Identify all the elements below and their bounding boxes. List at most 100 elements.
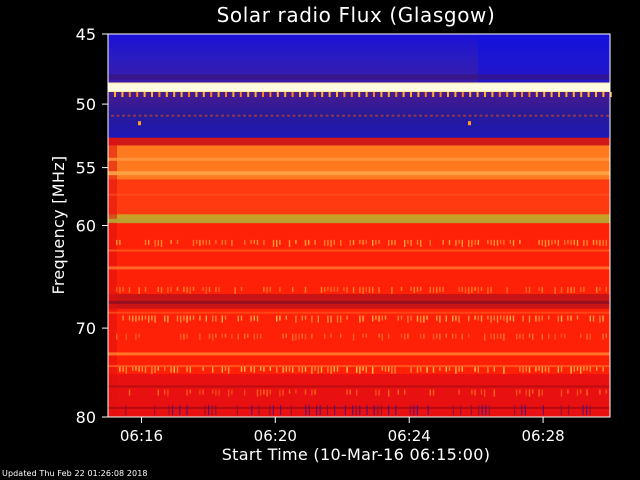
spectrogram-texture-dot [512, 114, 516, 117]
spectrogram-texture-speckle [378, 333, 380, 338]
spectrogram-texture-speckle [132, 366, 134, 371]
spectrogram-texture-dot [303, 114, 307, 117]
spectrogram-texture-dot [419, 114, 422, 117]
spectrogram-texture-speckle [375, 315, 377, 320]
spectrogram-texture-speckle [327, 366, 329, 373]
spectrogram-texture-speckle [404, 389, 406, 395]
spectrogram-texture-speckle [407, 239, 409, 244]
spectrogram-texture-speckle [436, 333, 438, 339]
spectrogram-texture-speckle [576, 389, 579, 396]
frequency-bands [108, 34, 610, 417]
spectrogram-texture-speckle [154, 366, 156, 373]
spectrogram-texture-dot [408, 114, 411, 117]
spectrogram-texture-tick [305, 405, 307, 415]
spectrogram-texture-tick [316, 405, 318, 415]
spectrogram-texture-speckle [205, 239, 207, 245]
spectrogram-texture-speckle [368, 286, 371, 293]
spectrogram-texture-speckle [144, 366, 147, 373]
spectrogram-texture-speckle [330, 333, 332, 338]
spectrogram-texture-line [108, 171, 610, 176]
spectrogram-texture-speckle [490, 286, 492, 293]
spectrogram-texture-speckle [301, 315, 303, 321]
spectrogram-texture-dot [413, 114, 417, 117]
spectrogram-texture-speckle [461, 333, 463, 340]
spectrogram-texture-speckle [500, 239, 502, 244]
spectrogram-texture-spike [461, 92, 464, 97]
spectrogram-texture-speckle [215, 389, 217, 396]
spectrogram-texture-line [108, 249, 610, 252]
spectrogram-texture-dot [292, 114, 296, 117]
spectrogram-texture-tick [172, 405, 174, 415]
spectrogram-texture-tick [586, 405, 588, 415]
spectrogram-texture-speckle [375, 389, 377, 396]
spectrogram-texture-speckle [413, 286, 415, 293]
spectrogram-texture-tick [514, 405, 516, 415]
spectrogram-texture-speckle [567, 315, 569, 321]
spectrogram-texture-speckle [484, 389, 486, 397]
spectrogram-texture-speckle [589, 315, 591, 322]
spectrogram-texture-speckle [570, 286, 572, 293]
spectrogram-texture-speckle [455, 333, 457, 339]
spectrogram-texture-speckle [285, 315, 287, 320]
spectrogram-texture-speckle [525, 389, 527, 396]
spectrogram-texture-spike [232, 92, 235, 97]
spectrogram-texture-dot [573, 114, 576, 117]
spectrogram-texture-speckle [570, 366, 572, 374]
spectrogram-texture-speckle [311, 366, 313, 374]
spectrogram-texture-speckle [285, 333, 287, 338]
spectrogram-texture-dot [435, 114, 439, 117]
x-axis-label: Start Time (10-Mar-16 06:15:00) [222, 445, 491, 464]
spectrogram-texture-speckle [426, 315, 428, 320]
spectrogram-texture-dot [221, 114, 224, 117]
spectrogram-texture-tick [319, 405, 321, 415]
spectrogram-texture-tick [154, 405, 156, 415]
spectrogram-texture-speckle [202, 286, 204, 291]
spectrogram-texture-tick [524, 405, 526, 415]
frequency-band [108, 374, 610, 417]
frequency-band [108, 223, 610, 294]
spectrogram-texture-speckle [458, 315, 460, 323]
spectrogram-texture-speckle [330, 366, 332, 374]
spectrogram-texture-dot [358, 114, 362, 117]
spectrogram-texture-dot [309, 114, 312, 117]
spectrogram-texture-speckle [397, 315, 399, 321]
spectrogram-texture-tick [334, 405, 336, 415]
spectrogram-texture-tick [326, 405, 328, 415]
spectrogram-texture-speckle [391, 366, 393, 374]
spectrogram-texture-speckle [452, 315, 454, 322]
spectrogram-texture-speckle [119, 366, 121, 372]
spectrogram-texture-speckle [599, 286, 601, 291]
spectrogram-texture-speckle [189, 286, 191, 294]
spectrogram-texture-dot [578, 114, 582, 117]
spectrogram-texture-dot [188, 114, 191, 117]
spectrogram-texture-speckle [602, 239, 604, 246]
spectrogram-texture-speckle [445, 366, 447, 372]
spectrogram-texture-speckle [509, 239, 511, 244]
spectrogram-texture-spike [439, 92, 442, 97]
spectrogram-texture-speckle [266, 389, 268, 397]
spectrogram-texture-speckle [138, 315, 140, 321]
spectrogram-texture-speckle [420, 286, 422, 291]
spectrogram-texture-speckle [512, 239, 515, 246]
spectrogram-texture-speckle [359, 286, 361, 293]
spectrogram-texture-speckle [221, 366, 223, 373]
spectrogram-texture-speckle [176, 286, 179, 291]
spectrogram-texture-speckle [237, 315, 239, 322]
spectrogram-texture-speckle [279, 239, 281, 245]
spectrogram-texture-speckle [144, 239, 147, 245]
spectrogram-texture-dot [567, 114, 571, 117]
spectrogram-texture-speckle [605, 333, 607, 338]
spectrogram-texture-tick [568, 405, 570, 415]
spectrogram-texture-speckle [208, 333, 211, 339]
spectrogram-texture-speckle [244, 389, 246, 396]
spectrogram-texture-speckle [304, 389, 307, 395]
spectrogram-texture-speckle [176, 315, 179, 322]
spectrogram-texture-speckle [468, 286, 470, 294]
spectrogram-texture-speckle [128, 315, 131, 321]
spectrogram-texture-speckle [432, 366, 435, 373]
frequency-band [108, 308, 610, 374]
spectrogram-texture-dot [496, 114, 499, 117]
spectrogram-texture-speckle [138, 366, 140, 372]
updated-timestamp: Updated Thu Feb 22 01:26:08 2018 [2, 469, 148, 478]
spectrogram-texture-speckle [352, 286, 355, 293]
